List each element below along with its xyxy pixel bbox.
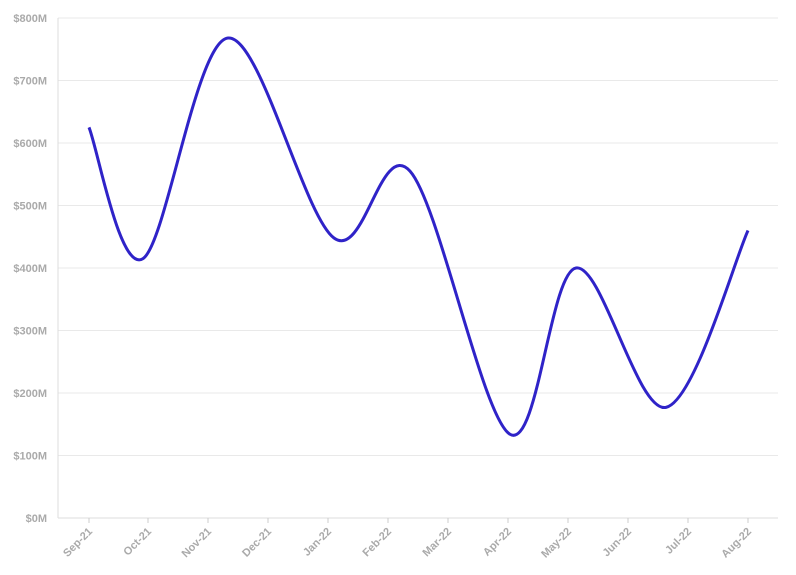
x-tick-label: Nov-21 (180, 526, 214, 560)
x-tick-label: Jun-22 (601, 526, 635, 560)
x-tick-label: Oct-21 (121, 526, 154, 559)
x-tick-label: Feb-22 (361, 526, 395, 560)
y-tick-label: $100M (13, 451, 47, 463)
y-tick-label: $800M (13, 13, 47, 25)
y-tick-label: $700M (13, 76, 47, 88)
y-tick-label: $400M (13, 263, 47, 275)
x-tick-label: Jul-22 (663, 526, 694, 557)
y-tick-label: $500M (13, 201, 47, 213)
x-tick-label: Apr-22 (481, 526, 514, 559)
y-tick-label: $0M (26, 513, 47, 525)
x-tick-label: May-22 (539, 526, 574, 561)
x-tick-label: Jan-22 (301, 526, 334, 559)
x-tick-label: Sep-21 (61, 526, 95, 560)
x-tick-label: Mar-22 (421, 526, 455, 560)
y-tick-label: $300M (13, 326, 47, 338)
series-line (87, 36, 750, 437)
y-axis: $0M $100M $200M $300M $400M $500M $600M $700M $8… (13, 13, 47, 525)
gridlines (57, 17, 778, 519)
x-tick-label: Dec-21 (240, 526, 274, 560)
series-layer (87, 36, 750, 437)
x-axis: Sep-21 Oct-21 Nov-21 Dec-21 Jan-22 Feb-22 Mar-… (61, 518, 754, 560)
x-tick-label: Aug-22 (719, 526, 754, 561)
y-tick-label: $600M (13, 138, 47, 150)
y-tick-label: $200M (13, 388, 47, 400)
